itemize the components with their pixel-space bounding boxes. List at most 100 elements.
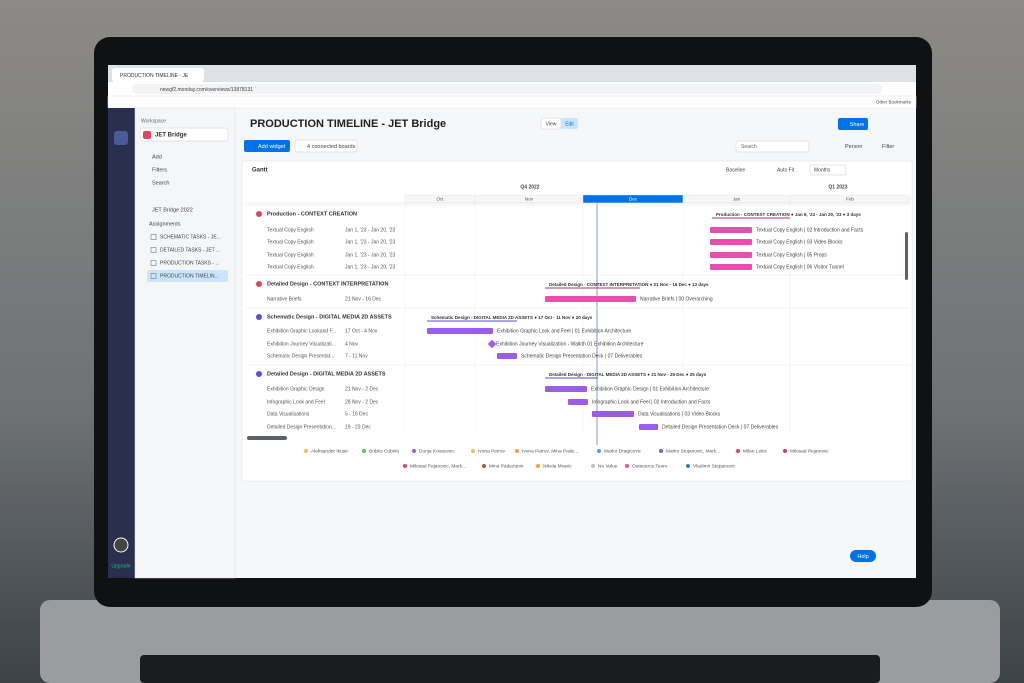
task-bar[interactable] [710, 227, 752, 233]
side-action: Search [152, 180, 169, 186]
task-bar[interactable] [427, 328, 493, 334]
bar-label: Data Visualisations | 03 Video Blocks [638, 411, 721, 417]
group-name: Production - CONTEXT CREATION [267, 211, 357, 217]
item-name: Textual Copy English [267, 239, 314, 245]
legend-label: Milan Lekic [743, 448, 768, 454]
board-link: JET Bridge 2022 [152, 207, 193, 213]
workspace-select[interactable] [139, 127, 229, 142]
legend-dot [591, 464, 595, 468]
side-panel [134, 107, 236, 579]
legend-dot [304, 449, 308, 453]
auto-fit[interactable]: Auto Fit [777, 167, 795, 173]
group-summary: Schematic Design - DIGITAL MEDIA 2D ASSE… [431, 315, 593, 320]
bar-label: Detailed Design Presentation Deck | 07 D… [662, 424, 779, 430]
legend-dot [471, 449, 475, 453]
group-dot [256, 314, 262, 320]
item-name: Exhibition Graphic Design [267, 386, 325, 392]
share-label: Share [850, 122, 865, 128]
share-button[interactable] [838, 118, 868, 130]
person-filter[interactable]: Person [845, 144, 862, 150]
avatar[interactable] [113, 537, 129, 553]
folder-item: DETAILED TASKS - JET ... [160, 247, 220, 253]
milestone[interactable] [487, 339, 497, 349]
tab[interactable] [112, 68, 204, 82]
item-dates: 7 - 11 Nov [345, 353, 368, 359]
legend-label: Bobko Cubrilo [369, 448, 399, 454]
help-button[interactable] [850, 550, 876, 562]
task-bar[interactable] [545, 296, 636, 302]
side-action: Add [152, 154, 162, 160]
nav-home[interactable] [114, 131, 128, 145]
task-bar[interactable] [568, 399, 588, 405]
legend-dot [625, 464, 629, 468]
group-dot [256, 211, 262, 217]
task-bar[interactable] [710, 239, 752, 245]
item-name: Schematic Design Presentat... [267, 353, 334, 359]
add-widget-button[interactable] [244, 140, 290, 152]
legend-dot [736, 449, 740, 453]
item-name: Textual Copy English [267, 264, 314, 270]
legend-label: Mina Padezanin [489, 463, 524, 469]
zoom: Months [814, 167, 831, 173]
item-dates: Jan 1, '23 - Jan 20, '23 [345, 264, 395, 270]
month-label: Nov [525, 197, 534, 202]
legend-label: Marko Dragicevic [604, 448, 642, 454]
quarter-label: Q1 2023 [828, 184, 847, 190]
search-box[interactable] [735, 140, 810, 153]
legend-label: Ivona Petrov, Mina Pade... [522, 448, 578, 454]
scrollbar[interactable] [247, 436, 287, 440]
legend-label: Aleksander Ikusic [311, 448, 349, 454]
workspace-icon [143, 131, 151, 139]
address-bar[interactable] [132, 84, 882, 94]
quarter-label: Q4 2022 [520, 184, 539, 190]
view-label: View [546, 121, 557, 127]
bar-label: Textual Copy English | 05 Props [756, 252, 827, 258]
task-bar[interactable] [710, 264, 752, 270]
bar-label: Schematic Design Presentation Deck | 07 … [521, 353, 643, 359]
legend-label: Milosad Pejanovic [790, 448, 829, 454]
item-dates: Jan 1, '23 - Jan 20, '23 [345, 252, 395, 258]
active-item [147, 270, 228, 282]
legend-label: Ivona Petrov [478, 448, 506, 454]
edit-button[interactable] [561, 118, 578, 129]
legend-label: Dunja Kovacevic [419, 448, 455, 454]
task-bar[interactable] [497, 353, 517, 359]
bar-label: Narrative Briefs | 00 Overarching [640, 296, 713, 302]
task-bar[interactable] [639, 424, 658, 430]
legend-label: Milosad Pejanovic, Mark... [410, 463, 466, 469]
item-name: Textual Copy English [267, 227, 314, 233]
upgrade[interactable]: Upgrade [111, 563, 130, 569]
tab-title: PRODUCTION TIMELINE - JE [120, 73, 189, 79]
task-bar[interactable] [710, 252, 752, 258]
folder: Assignments [149, 221, 181, 227]
item-name: Exhibition Journey Visualizati... [267, 341, 336, 347]
bar-label: Textual Copy English | 03 Video Blocks [756, 239, 843, 245]
workspace-label: Workspace [141, 118, 166, 124]
task-bar[interactable] [592, 411, 634, 417]
page-title: PRODUCTION TIMELINE - JET Bridge [250, 118, 446, 130]
v-scrollbar[interactable] [905, 232, 908, 280]
gantt-widget [241, 160, 913, 482]
legend-label: Nikola Mravic [543, 463, 572, 469]
task-bar[interactable] [545, 386, 587, 392]
item-icon [150, 273, 157, 279]
group-summary: Detailed Design - DIGITAL MEDIA 2D ASSET… [549, 372, 707, 377]
group-name: Detailed Design - CONTEXT INTERPRETATION [267, 281, 388, 287]
baseline[interactable]: Baseline [726, 167, 745, 173]
legend-label: Marko Stojanovic, Mark... [666, 448, 720, 454]
filter[interactable]: Filter [882, 144, 894, 150]
zoom-select[interactable] [809, 164, 847, 176]
connected-boards-button[interactable] [294, 139, 358, 153]
folder-item: PRODUCTION TIMELIN... [160, 273, 219, 279]
item-name: Exhibition Graphic Lookand F... [267, 328, 336, 334]
other-bookmarks[interactable]: Other Bookmarks [876, 100, 912, 105]
add-widget-label: Add widget [258, 144, 286, 150]
item-dates: 4 Nov [345, 341, 359, 347]
group-dot [256, 281, 262, 287]
edit-label: Edit [565, 121, 574, 127]
help-label: Help [857, 554, 868, 560]
legend-dot [403, 464, 407, 468]
search-label: Search [741, 144, 757, 150]
